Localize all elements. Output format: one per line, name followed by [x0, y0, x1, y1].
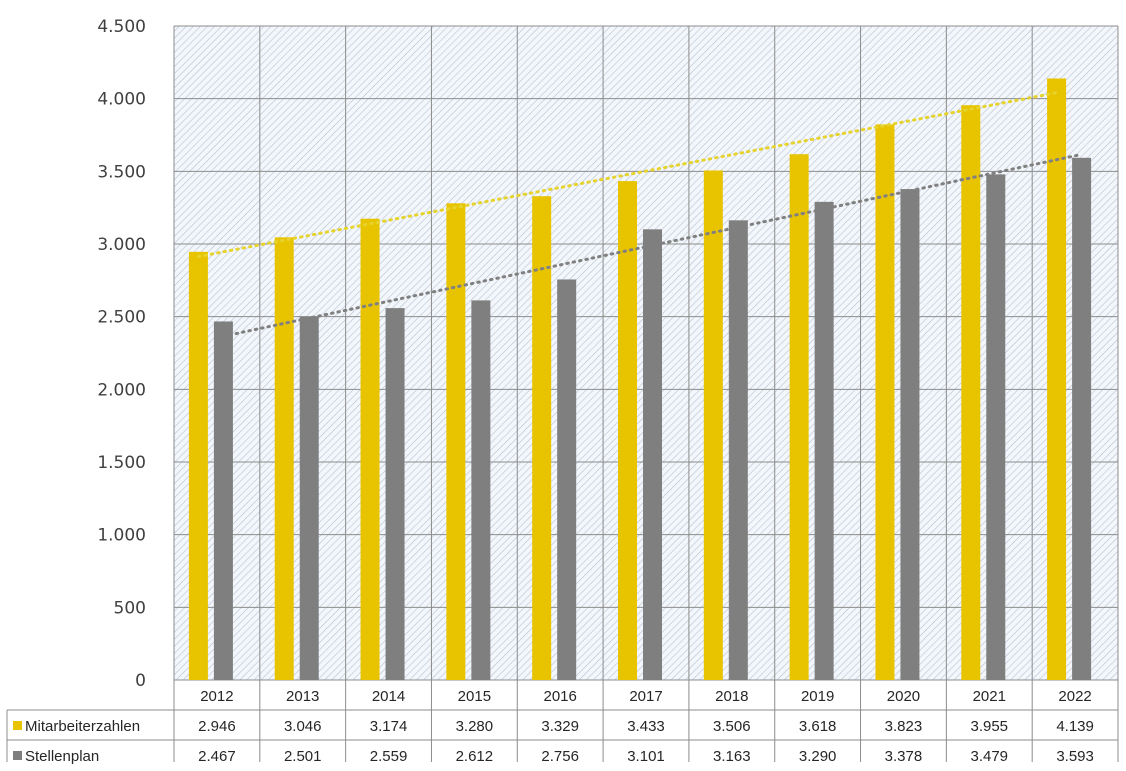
y-tick-label: 3.500 [97, 162, 146, 182]
bar-mitarbeiterzahlen-2022 [1047, 78, 1067, 680]
bar-stellenplan-2016 [557, 279, 577, 680]
trendline-mitarbeiterzahlen [196, 91, 1059, 259]
table-cell-stellenplan: 3.163 [713, 748, 751, 765]
bar-stellenplan-2014 [385, 308, 405, 680]
table-cell-mitarbeiterzahlen: 2.946 [198, 718, 236, 735]
bar-mitarbeiterzahlen-2015 [446, 203, 466, 680]
bar-mitarbeiterzahlen-2021 [961, 105, 981, 680]
bar-mitarbeiterzahlen-2014 [360, 218, 380, 680]
bars [188, 78, 1092, 681]
x-category-label: 2019 [801, 688, 834, 705]
bar-stellenplan-2021 [986, 174, 1006, 681]
gridlines [173, 25, 1119, 762]
table-cell-stellenplan: 3.593 [1056, 748, 1094, 765]
table-cell-mitarbeiterzahlen: 3.823 [885, 718, 923, 735]
table-cell-mitarbeiterzahlen: 3.280 [456, 718, 494, 735]
table-cell-stellenplan: 2.612 [456, 748, 494, 765]
x-category-label: 2022 [1058, 688, 1091, 705]
y-tick-label: 3.000 [97, 235, 146, 255]
bar-mitarbeiterzahlen-2016 [532, 196, 552, 680]
series-name-mitarbeiterzahlen: Mitarbeiterzahlen [25, 718, 140, 735]
y-tick-label: 0 [135, 671, 146, 691]
y-tick-label: 2.500 [97, 308, 146, 328]
table-cell-stellenplan: 3.479 [970, 748, 1008, 765]
table-cell-mitarbeiterzahlen: 3.955 [970, 718, 1008, 735]
x-category-label: 2013 [286, 688, 319, 705]
table-cell-stellenplan: 3.378 [885, 748, 923, 765]
y-tick-label: 1.500 [97, 453, 146, 473]
x-category-label: 2020 [887, 688, 920, 705]
x-category-label: 2016 [543, 688, 576, 705]
trendlines [196, 91, 1084, 338]
y-tick-label: 4.000 [97, 90, 146, 110]
table-cell-stellenplan: 2.756 [541, 748, 579, 765]
bar-stellenplan-2012 [213, 321, 233, 680]
x-category-label: 2021 [973, 688, 1006, 705]
y-tick-label: 500 [114, 598, 146, 618]
table-cell-mitarbeiterzahlen: 3.174 [370, 718, 408, 735]
table-cell-mitarbeiterzahlen: 3.329 [541, 718, 579, 735]
table-cell-stellenplan: 3.290 [799, 748, 837, 765]
table-cell-mitarbeiterzahlen: 3.618 [799, 718, 837, 735]
table-cell-stellenplan: 3.101 [627, 748, 665, 765]
y-axis: 0 500 1.000 1.500 2.000 2.500 3.000 3.500 4.000 4… [97, 17, 146, 691]
legend-key-stellenplan [13, 751, 22, 760]
y-tick-label: 2.000 [97, 380, 146, 400]
table-cell-stellenplan: 2.559 [370, 748, 408, 765]
table-cell-stellenplan: 2.467 [198, 748, 236, 765]
bar-mitarbeiterzahlen-2012 [188, 251, 208, 680]
y-tick-label: 4.500 [97, 17, 146, 37]
table-cell-mitarbeiterzahlen: 3.433 [627, 718, 665, 735]
bar-stellenplan-2022 [1072, 157, 1092, 681]
bar-mitarbeiterzahlen-2013 [274, 237, 294, 680]
series-name-stellenplan: Stellenplan [25, 748, 99, 765]
bar-stellenplan-2013 [299, 316, 319, 680]
bar-stellenplan-2020 [900, 189, 920, 680]
data-table: 2012 2013 2014 2015 2016 2017 2018 2019 2020 2021… [6, 688, 1118, 765]
bar-stellenplan-2018 [728, 220, 748, 680]
bar-stellenplan-2017 [643, 229, 662, 680]
bar-mitarbeiterzahlen-2018 [703, 170, 723, 680]
x-category-label: 2017 [629, 688, 662, 705]
table-cell-stellenplan: 2.501 [284, 748, 322, 765]
x-category-label: 2018 [715, 688, 748, 705]
legend-key-mitarbeiterzahlen [13, 721, 22, 730]
table-cell-mitarbeiterzahlen: 3.506 [713, 718, 751, 735]
bar-stellenplan-2015 [471, 300, 491, 680]
table-cell-mitarbeiterzahlen: 3.046 [284, 718, 322, 735]
x-category-label: 2012 [200, 688, 233, 705]
y-tick-label: 1.000 [97, 526, 146, 546]
table-cell-mitarbeiterzahlen: 4.139 [1056, 718, 1094, 735]
bar-stellenplan-2019 [814, 201, 834, 680]
bar-mitarbeiterzahlen-2020 [875, 124, 895, 680]
bar-mitarbeiterzahlen-2019 [789, 154, 809, 680]
x-category-label: 2015 [458, 688, 491, 705]
bar-mitarbeiterzahlen-2017 [618, 181, 637, 680]
x-category-label: 2014 [372, 688, 405, 705]
